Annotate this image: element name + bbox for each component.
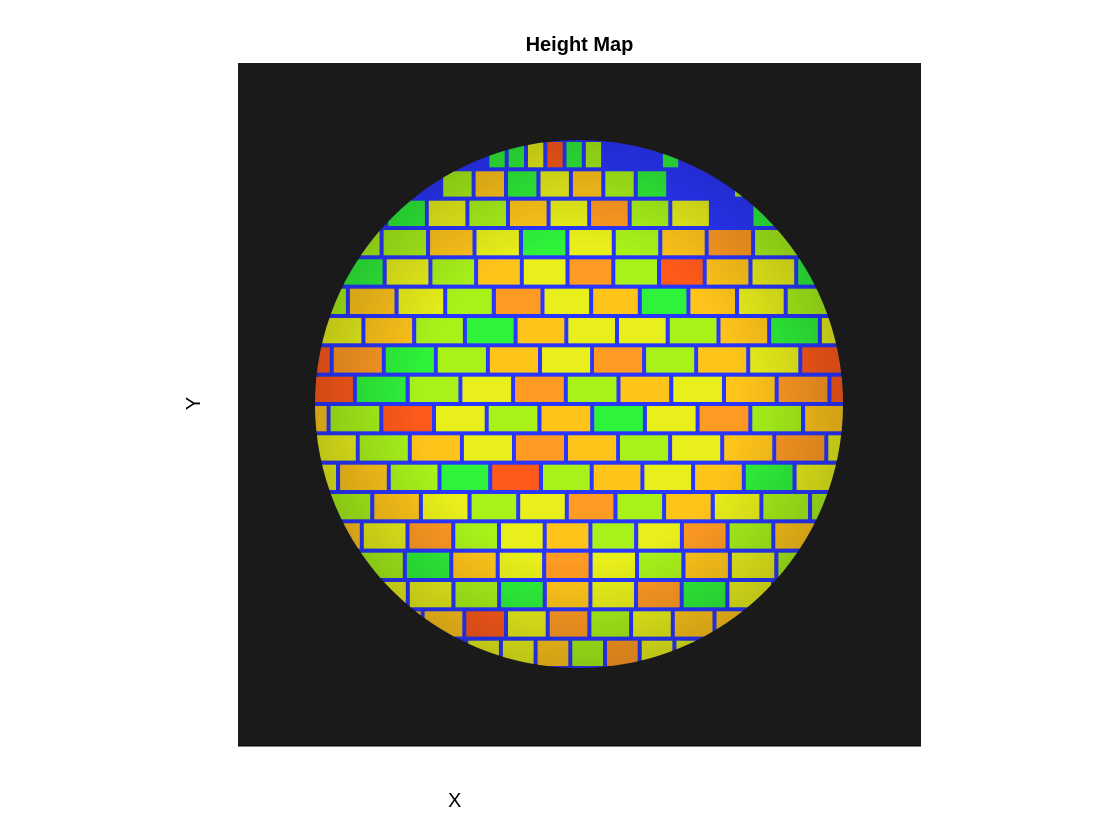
y-axis-label: Y bbox=[183, 396, 206, 411]
chart-title: Height Map bbox=[525, 34, 634, 56]
x-axis-label: X bbox=[448, 790, 462, 812]
sphere-shading bbox=[315, 140, 843, 668]
